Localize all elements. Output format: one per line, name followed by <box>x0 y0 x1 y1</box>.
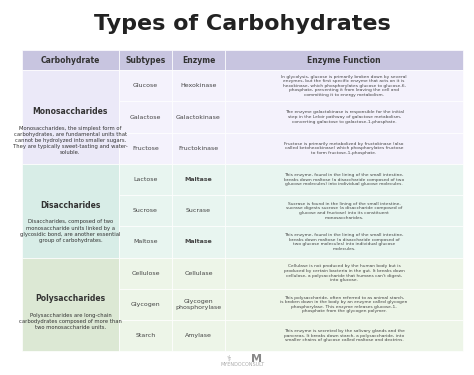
FancyBboxPatch shape <box>172 133 225 164</box>
Text: Sucrase: Sucrase <box>186 208 211 213</box>
FancyBboxPatch shape <box>225 70 464 102</box>
Text: Hexokinase: Hexokinase <box>180 83 217 88</box>
FancyBboxPatch shape <box>225 133 464 164</box>
Text: Polysaccharides are long-chain
carbodydrates composed of more than
two monosacch: Polysaccharides are long-chain carbodydr… <box>19 313 122 330</box>
Text: Fructokinase: Fructokinase <box>178 146 219 151</box>
Text: Enzyme Function: Enzyme Function <box>307 56 381 64</box>
Text: Sucrase is found in the lining of the small intestine,
sucrase digests sucrose (: Sucrase is found in the lining of the sm… <box>286 202 402 220</box>
FancyBboxPatch shape <box>225 320 464 351</box>
FancyBboxPatch shape <box>119 320 172 351</box>
Text: M: M <box>251 354 262 364</box>
Text: This enzyme is secreted by the salivary glands and the
pancreas. It breaks down : This enzyme is secreted by the salivary … <box>284 329 405 342</box>
FancyBboxPatch shape <box>172 164 225 195</box>
Text: Glycogen: Glycogen <box>131 302 160 307</box>
FancyBboxPatch shape <box>22 164 119 258</box>
Text: Lactose: Lactose <box>133 177 158 182</box>
FancyBboxPatch shape <box>119 102 172 133</box>
Text: In glycolysis, glucose is primarily broken down by several
enzymes, but the firs: In glycolysis, glucose is primarily brok… <box>282 75 407 97</box>
Text: ⚕: ⚕ <box>227 354 231 363</box>
Text: Cellulose: Cellulose <box>131 271 160 276</box>
Text: Fructose is primarily metabolized by fructokinase (also
called ketohexokinase) w: Fructose is primarily metabolized by fru… <box>284 142 404 155</box>
Text: Disaccharides: Disaccharides <box>40 201 100 210</box>
Text: The enzyme galactokinase is responsible for the initial
step in the Leloir pathw: The enzyme galactokinase is responsible … <box>284 111 404 124</box>
FancyBboxPatch shape <box>225 258 464 289</box>
FancyBboxPatch shape <box>172 226 225 258</box>
FancyBboxPatch shape <box>225 289 464 320</box>
Text: Polysaccharides: Polysaccharides <box>36 294 105 303</box>
Text: Carbohydrate: Carbohydrate <box>41 56 100 64</box>
Text: Cellulase: Cellulase <box>184 271 213 276</box>
FancyBboxPatch shape <box>119 258 172 289</box>
FancyBboxPatch shape <box>119 164 172 195</box>
Text: Cellulase is not produced by the human body but is
produced by certain bacteria : Cellulase is not produced by the human b… <box>284 264 405 282</box>
FancyBboxPatch shape <box>172 50 225 70</box>
FancyBboxPatch shape <box>172 320 225 351</box>
Text: Monosaccharides, the simplest form of
carbohydrates, are fundamental units that
: Monosaccharides, the simplest form of ca… <box>13 126 128 156</box>
FancyBboxPatch shape <box>172 289 225 320</box>
FancyBboxPatch shape <box>225 164 464 195</box>
Text: Maltose: Maltose <box>133 240 158 244</box>
FancyBboxPatch shape <box>225 50 464 70</box>
Text: Galactokinase: Galactokinase <box>176 115 221 120</box>
FancyBboxPatch shape <box>119 50 172 70</box>
Text: This polysaccharide, often referred to as animal starch,
is broken down in the b: This polysaccharide, often referred to a… <box>281 296 408 314</box>
Text: Types of Carbohydrates: Types of Carbohydrates <box>94 14 391 34</box>
FancyBboxPatch shape <box>172 195 225 226</box>
Text: This enzyme, found in the lining of the small intestine,
breaks down maltose (a : This enzyme, found in the lining of the … <box>284 173 404 186</box>
Text: Monosaccharides: Monosaccharides <box>33 107 108 116</box>
Text: Sucrose: Sucrose <box>133 208 158 213</box>
Text: Subtypes: Subtypes <box>125 56 165 64</box>
Text: MYENDOCONSULT: MYENDOCONSULT <box>220 362 265 367</box>
Text: Maltase: Maltase <box>184 240 212 244</box>
FancyBboxPatch shape <box>119 289 172 320</box>
Text: Maltase: Maltase <box>184 177 212 182</box>
Text: Glucose: Glucose <box>133 83 158 88</box>
FancyBboxPatch shape <box>225 195 464 226</box>
FancyBboxPatch shape <box>22 50 119 70</box>
FancyBboxPatch shape <box>119 195 172 226</box>
Text: Fructose: Fructose <box>132 146 159 151</box>
FancyBboxPatch shape <box>22 70 119 164</box>
FancyBboxPatch shape <box>172 102 225 133</box>
FancyBboxPatch shape <box>172 258 225 289</box>
Text: Amylase: Amylase <box>185 333 212 338</box>
FancyBboxPatch shape <box>22 258 119 351</box>
FancyBboxPatch shape <box>172 70 225 102</box>
Text: Starch: Starch <box>136 333 155 338</box>
Text: Galactose: Galactose <box>130 115 161 120</box>
Text: Enzyme: Enzyme <box>182 56 215 64</box>
FancyBboxPatch shape <box>119 133 172 164</box>
FancyBboxPatch shape <box>225 102 464 133</box>
FancyBboxPatch shape <box>119 226 172 258</box>
Text: This enzyme, found in the lining of the small intestine,
breaks down maltose (a : This enzyme, found in the lining of the … <box>284 233 404 251</box>
Text: Glycogen
phosphorylase: Glycogen phosphorylase <box>175 299 221 310</box>
FancyBboxPatch shape <box>119 70 172 102</box>
Text: Disaccharides, composed of two
monosaccharide units linked by a
glycosidic bond,: Disaccharides, composed of two monosacch… <box>20 219 121 243</box>
FancyBboxPatch shape <box>225 226 464 258</box>
